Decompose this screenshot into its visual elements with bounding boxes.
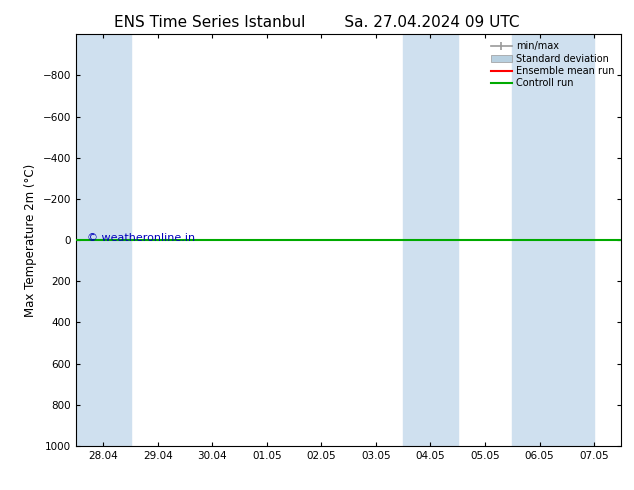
- Legend: min/max, Standard deviation, Ensemble mean run, Controll run: min/max, Standard deviation, Ensemble me…: [489, 39, 616, 90]
- Text: ENS Time Series Istanbul        Sa. 27.04.2024 09 UTC: ENS Time Series Istanbul Sa. 27.04.2024 …: [114, 15, 520, 30]
- Bar: [512, 34, 594, 446]
- Text: © weatheronline.in: © weatheronline.in: [87, 233, 195, 243]
- Bar: [76, 34, 131, 446]
- Y-axis label: Max Temperature 2m (°C): Max Temperature 2m (°C): [24, 164, 37, 317]
- Bar: [403, 34, 458, 446]
